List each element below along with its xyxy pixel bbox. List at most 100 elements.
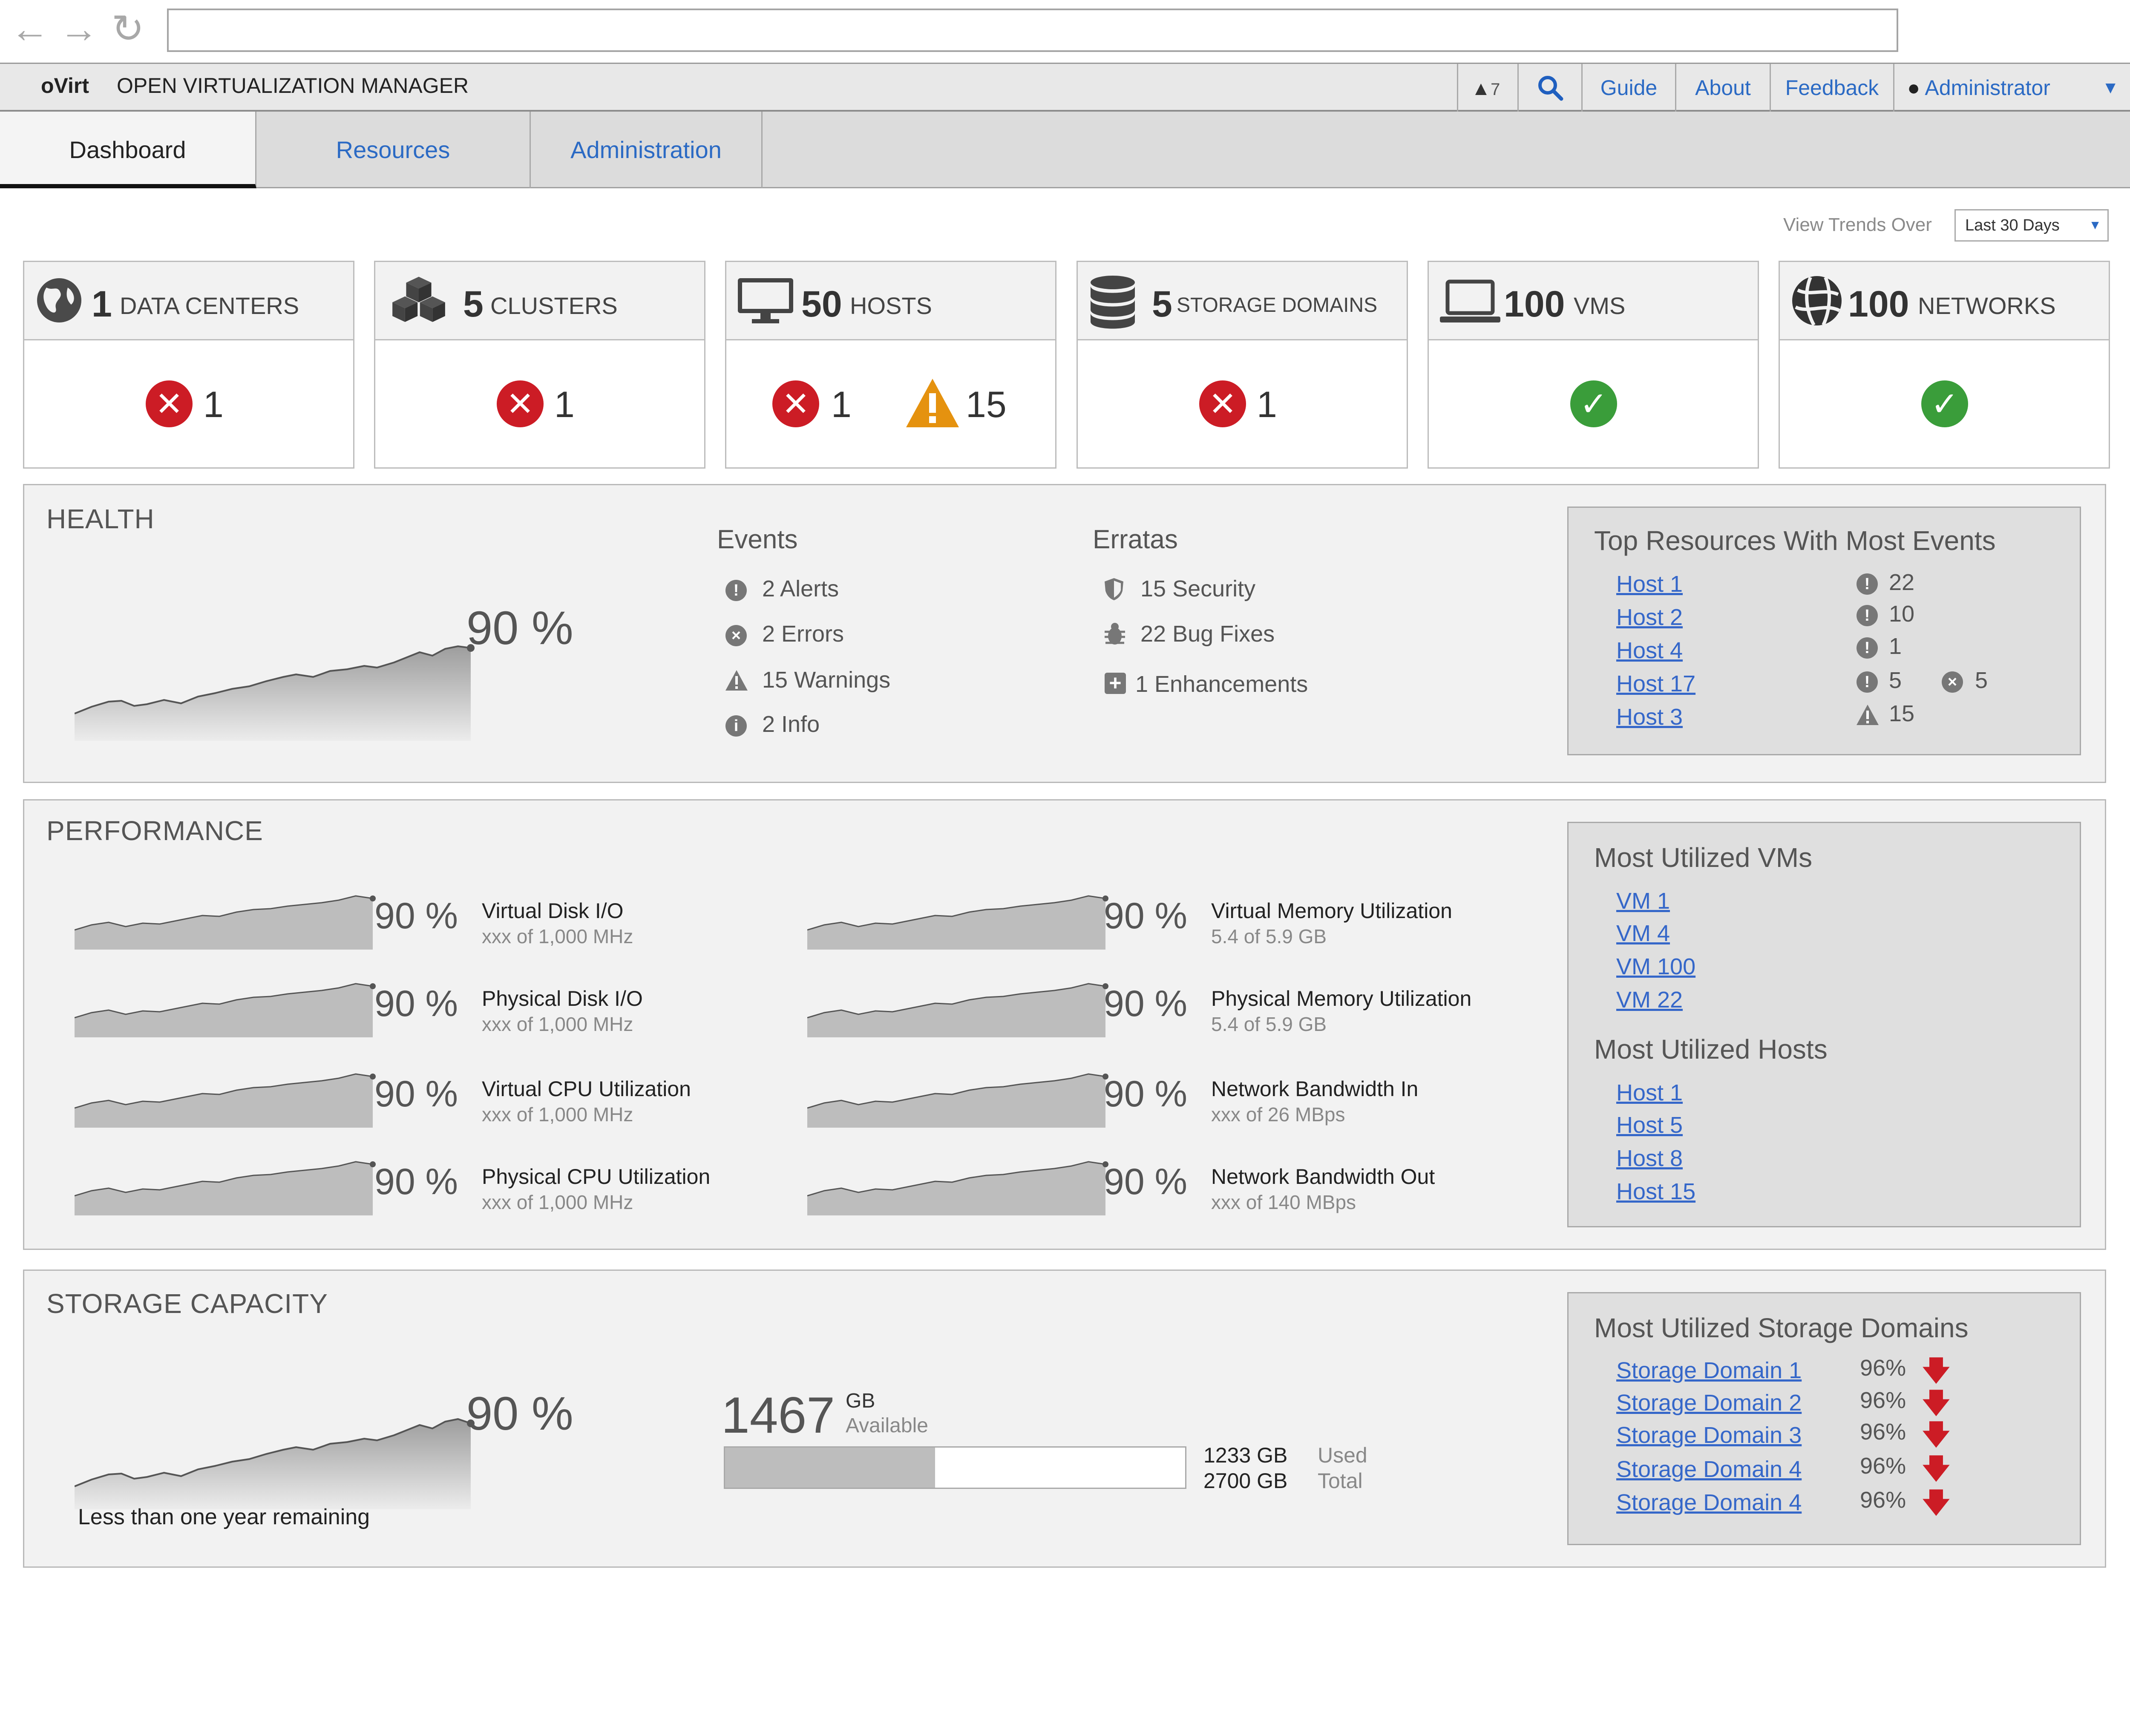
- storage-domain-link[interactable]: Storage Domain 2: [1616, 1390, 1802, 1416]
- tab-resources[interactable]: Resources: [256, 112, 531, 188]
- user-menu[interactable]: ● Administrator ▼: [1893, 64, 2130, 112]
- virtual-cpu-title: Virtual CPU Utilization: [482, 1077, 691, 1101]
- ok-check-icon: ✓: [1921, 380, 1968, 427]
- caret-down-icon: ▼: [2102, 78, 2119, 97]
- error-count: 1: [203, 384, 224, 425]
- network-in-sparkline: [807, 1073, 1108, 1128]
- card-label: STORAGE DOMAINS: [1177, 294, 1378, 317]
- forward-arrow-icon[interactable]: →: [59, 7, 98, 51]
- storage-domain-percent: 96%: [1860, 1355, 1906, 1381]
- resource-link-host-4[interactable]: Host 4: [1616, 638, 1683, 663]
- vm-link-vm-1[interactable]: VM 1: [1616, 888, 1670, 914]
- card-label: NETWORKS: [1918, 292, 2056, 319]
- storage-domain-link[interactable]: Storage Domain 3: [1616, 1422, 1802, 1448]
- storage-domain-link[interactable]: Storage Domain 4: [1616, 1490, 1802, 1515]
- back-arrow-icon[interactable]: ←: [10, 7, 49, 51]
- erratas-security: 15 Security: [1140, 576, 1256, 602]
- host-link-host-1[interactable]: Host 1: [1616, 1080, 1683, 1106]
- resource-link-host-1[interactable]: Host 1: [1616, 571, 1683, 597]
- ok-check-icon: ✓: [1570, 380, 1617, 427]
- warning-triangle-icon: [725, 670, 748, 691]
- feedback-link[interactable]: Feedback: [1770, 64, 1893, 112]
- card-storage-domains[interactable]: 5 STORAGE DOMAINS ✕ 1: [1077, 261, 1408, 469]
- storage-used-label: Used: [1318, 1443, 1367, 1467]
- warning-count: 15: [966, 384, 1007, 425]
- card-header: 1 DATA CENTERS: [24, 262, 353, 340]
- reload-icon[interactable]: ↻: [111, 7, 144, 51]
- storage-domain-link[interactable]: Storage Domain 4: [1616, 1457, 1802, 1482]
- database-icon: [1091, 276, 1135, 329]
- card-clusters[interactable]: 5 CLUSTERS ✕ 1: [374, 261, 705, 469]
- events-alerts: 2 Alerts: [762, 576, 839, 602]
- most-utilized-vms-title: Most Utilized VMs: [1594, 842, 1813, 873]
- events-warnings: 15 Warnings: [762, 667, 891, 693]
- error-icon: ✕: [497, 380, 544, 427]
- card-data-centers[interactable]: 1 DATA CENTERS ✕ 1: [23, 261, 354, 469]
- resource-link-host-2[interactable]: Host 2: [1616, 605, 1683, 630]
- virtual-disk-percent: 90 %: [374, 895, 458, 936]
- card-vms[interactable]: 100 VMS ✓: [1428, 261, 1759, 469]
- arrow-down-icon: 🡇: [1922, 1419, 1950, 1450]
- vm-link-vm-100[interactable]: VM 100: [1616, 954, 1696, 979]
- times-circle-icon: ×: [1942, 671, 1963, 693]
- error-icon: ✕: [772, 380, 819, 427]
- card-label: HOSTS: [850, 292, 932, 319]
- resource-link-host-3[interactable]: Host 3: [1616, 704, 1683, 730]
- alert-count: 10: [1889, 601, 1915, 627]
- alert-count: 1: [1889, 633, 1902, 659]
- trends-select[interactable]: Last 30 Days ▼: [1954, 209, 2109, 242]
- address-bar[interactable]: [167, 9, 1898, 52]
- trends-selected: Last 30 Days: [1965, 216, 2060, 234]
- physical-memory-percent: 90 %: [1104, 983, 1188, 1024]
- arrow-down-icon: 🡇: [1922, 1487, 1950, 1518]
- virtual-cpu-sub: xxx of 1,000 MHz: [482, 1103, 633, 1126]
- card-networks[interactable]: 100 NETWORKS ✓: [1779, 261, 2110, 469]
- about-link[interactable]: About: [1675, 64, 1770, 112]
- host-link-host-5[interactable]: Host 5: [1616, 1112, 1683, 1138]
- physical-disk-title: Physical Disk I/O: [482, 987, 643, 1011]
- exclamation-circle-icon: !: [1857, 605, 1878, 626]
- search-button[interactable]: [1517, 64, 1581, 112]
- most-utilized-panel: Most Utilized VMs VM 1 VM 4 VM 100 VM 22…: [1567, 822, 2081, 1227]
- most-utilized-hosts-title: Most Utilized Hosts: [1594, 1034, 1828, 1065]
- card-label: CLUSTERS: [490, 292, 618, 319]
- network-out-sparkline: [807, 1161, 1108, 1215]
- guide-link[interactable]: Guide: [1581, 64, 1675, 112]
- storage-used-value: 1233 GB: [1203, 1443, 1288, 1467]
- tab-dashboard[interactable]: Dashboard: [0, 112, 256, 188]
- card-hosts[interactable]: 50 HOSTS ✕ 1 15: [725, 261, 1056, 469]
- network-out-title: Network Bandwidth Out: [1211, 1165, 1435, 1189]
- erratas-bug-fixes: 22 Bug Fixes: [1140, 621, 1275, 647]
- exclamation-circle-icon: !: [1857, 637, 1878, 659]
- vm-link-vm-22[interactable]: VM 22: [1616, 987, 1683, 1013]
- physical-memory-sub: 5.4 of 5.9 GB: [1211, 1013, 1327, 1035]
- physical-memory-sparkline: [807, 983, 1108, 1037]
- card-label: VMS: [1574, 292, 1626, 319]
- physical-disk-sub: xxx of 1,000 MHz: [482, 1013, 633, 1035]
- notification-count: 7: [1491, 80, 1500, 99]
- resource-link-host-17[interactable]: Host 17: [1616, 671, 1696, 697]
- bug-icon: [1105, 623, 1125, 645]
- card-count: 100: [1848, 284, 1909, 325]
- storage-sparkline: [75, 1418, 475, 1509]
- notifications-button[interactable]: ▲7: [1457, 64, 1513, 112]
- shield-icon: [1105, 578, 1123, 600]
- events-heading: Events: [717, 525, 798, 554]
- host-link-host-15[interactable]: Host 15: [1616, 1179, 1696, 1204]
- most-utilized-storage-panel: Most Utilized Storage Domains Storage Do…: [1567, 1292, 2081, 1545]
- card-label: DATA CENTERS: [120, 292, 299, 319]
- events-errors: 2 Errors: [762, 621, 844, 647]
- storage-domain-link[interactable]: Storage Domain 1: [1616, 1358, 1802, 1383]
- user-name: Administrator: [1925, 76, 2050, 100]
- network-in-sub: xxx of 26 MBps: [1211, 1103, 1345, 1126]
- error-count: 1: [554, 384, 575, 425]
- storage-total-label: Total: [1318, 1469, 1363, 1493]
- storage-domain-percent: 96%: [1860, 1419, 1906, 1445]
- host-link-host-8[interactable]: Host 8: [1616, 1146, 1683, 1171]
- cubes-icon: [392, 276, 445, 322]
- tab-administration[interactable]: Administration: [531, 112, 763, 188]
- error-count: 5: [1975, 668, 1988, 693]
- search-icon: [1538, 76, 1563, 101]
- vm-link-vm-4[interactable]: VM 4: [1616, 921, 1670, 946]
- storage-usage-bar: [724, 1446, 1186, 1489]
